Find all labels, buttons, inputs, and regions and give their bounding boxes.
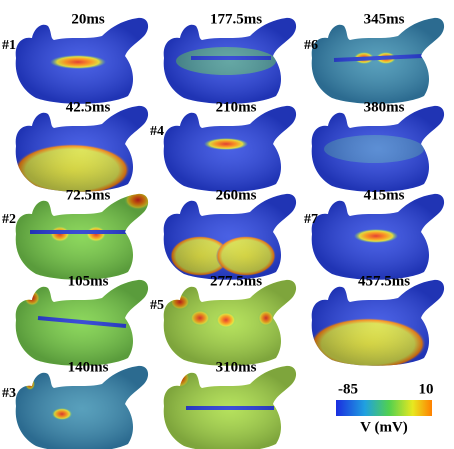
time-label: 72.5ms bbox=[66, 187, 111, 203]
time-label: 457.5ms bbox=[358, 273, 410, 289]
panel: 105ms bbox=[15, 273, 149, 366]
panel: 457.5ms bbox=[311, 273, 445, 366]
panel: 177.5ms bbox=[163, 11, 297, 104]
activation-map bbox=[163, 105, 297, 192]
activation-map bbox=[163, 365, 297, 449]
activation-map bbox=[311, 17, 445, 104]
case-marker: #2 bbox=[2, 212, 16, 227]
panel: 415ms bbox=[311, 187, 445, 280]
activation-map bbox=[163, 279, 297, 366]
colorbar-min: -85 bbox=[338, 381, 358, 397]
shading bbox=[311, 279, 445, 366]
activation-map bbox=[163, 193, 297, 280]
panel: 277.5ms bbox=[163, 273, 297, 366]
shading bbox=[163, 365, 297, 449]
case-marker: #6 bbox=[304, 38, 318, 53]
time-label: 20ms bbox=[71, 11, 104, 27]
shading bbox=[163, 17, 297, 104]
shading bbox=[163, 105, 297, 192]
shading bbox=[163, 193, 297, 280]
shading bbox=[15, 365, 149, 449]
shading bbox=[15, 193, 149, 280]
panel: 310ms bbox=[163, 359, 297, 449]
activation-map bbox=[15, 17, 149, 104]
time-label: 42.5ms bbox=[66, 99, 111, 115]
shading bbox=[311, 193, 445, 280]
colorbar bbox=[336, 400, 432, 416]
time-label: 277.5ms bbox=[210, 273, 262, 289]
panel: 345ms bbox=[311, 11, 445, 104]
time-label: 177.5ms bbox=[210, 11, 262, 27]
time-label: 345ms bbox=[364, 11, 405, 27]
activation-map bbox=[311, 279, 445, 366]
time-label: 310ms bbox=[216, 359, 257, 375]
case-marker: #5 bbox=[150, 298, 164, 313]
case-marker: #3 bbox=[2, 386, 16, 401]
activation-map bbox=[15, 365, 149, 449]
activation-map bbox=[15, 105, 149, 192]
panel: 42.5ms bbox=[15, 99, 149, 192]
activation-map bbox=[311, 193, 445, 280]
panel: 72.5ms bbox=[15, 187, 149, 280]
case-marker: #1 bbox=[2, 38, 16, 53]
time-label: 210ms bbox=[216, 99, 257, 115]
shading bbox=[15, 279, 149, 366]
shading bbox=[15, 17, 149, 104]
time-label: 380ms bbox=[364, 99, 405, 115]
time-label: 260ms bbox=[216, 187, 257, 203]
time-label: 415ms bbox=[364, 187, 405, 203]
colorbar-max: 10 bbox=[419, 381, 434, 397]
shading bbox=[311, 105, 445, 192]
panel: 140ms bbox=[15, 359, 149, 449]
shading bbox=[311, 17, 445, 104]
shading bbox=[163, 279, 297, 366]
panel: 20ms bbox=[15, 11, 149, 104]
activation-map bbox=[311, 105, 445, 192]
time-label: 140ms bbox=[68, 359, 109, 375]
activation-map bbox=[15, 193, 149, 280]
case-marker: #4 bbox=[150, 124, 164, 139]
time-label: 105ms bbox=[68, 273, 109, 289]
colorbar-label: V (mV) bbox=[360, 419, 408, 435]
case-marker: #7 bbox=[304, 212, 318, 227]
panel: 210ms bbox=[163, 99, 297, 192]
activation-map bbox=[163, 17, 297, 104]
activation-map bbox=[15, 279, 149, 366]
shading bbox=[15, 105, 149, 192]
panel: 380ms bbox=[311, 99, 445, 192]
panel: 260ms bbox=[163, 187, 297, 280]
